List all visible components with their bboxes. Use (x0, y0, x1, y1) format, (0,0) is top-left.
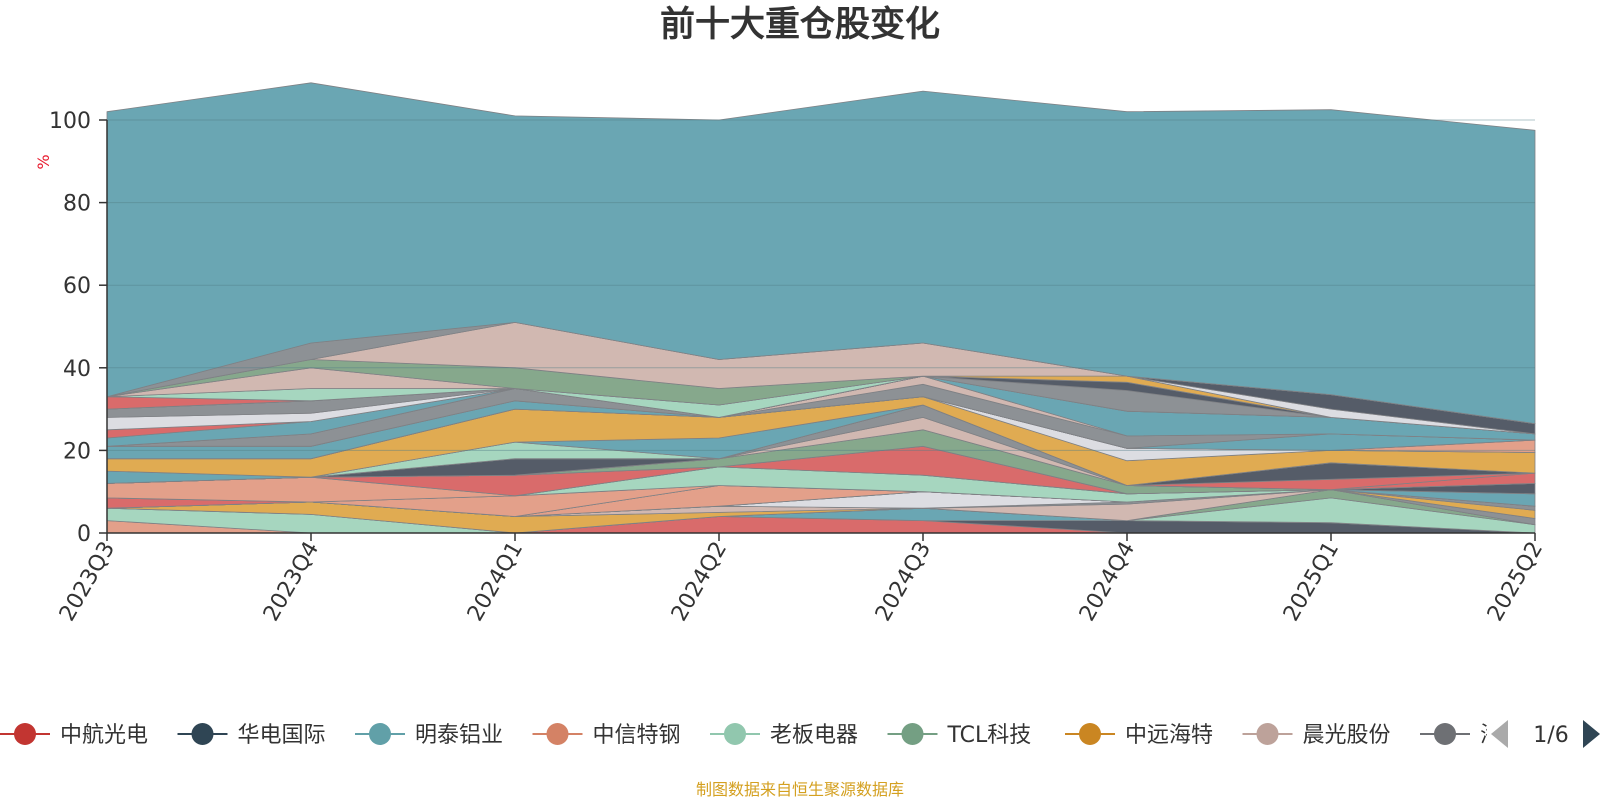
legend-prev-icon[interactable] (1491, 720, 1508, 748)
area-series-50 (106, 82, 1536, 424)
legend-marker-icon (14, 723, 36, 745)
legend-item-0[interactable]: 中航光电 (0, 723, 148, 748)
x-tick-label: 2024Q2 (667, 538, 732, 626)
x-tick-label: 2024Q3 (871, 538, 936, 626)
legend-pager: 1/6 (1491, 720, 1600, 748)
legend-label: 中远海特 (1125, 723, 1213, 748)
legend: 中航光电 华电国际 明泰铝业 中信特钢 老板电器 TCL科技 中远海特 晨光股份 海 (0, 723, 1502, 748)
legend-label: 晨光股份 (1303, 723, 1391, 748)
x-tick-label: 2025Q2 (1483, 538, 1548, 626)
grid-lines (107, 119, 1535, 451)
legend-label: 明泰铝业 (415, 723, 503, 748)
legend-label: 海 (1480, 723, 1502, 748)
y-tick-label: 40 (63, 357, 91, 382)
legend-label: 华电国际 (238, 723, 326, 748)
legend-item-3[interactable]: 中信特钢 (532, 723, 681, 748)
legend-label: TCL科技 (947, 723, 1032, 748)
y-axis-unit-label: % (34, 154, 53, 169)
legend-label: 中航光电 (60, 723, 148, 748)
legend-label: 老板电器 (770, 723, 858, 748)
legend-marker-icon (901, 723, 924, 745)
legend-item-8[interactable]: 海 (1420, 723, 1502, 748)
legend-label: 中信特钢 (593, 723, 681, 748)
legend-marker-icon (546, 723, 569, 745)
y-tick-label: 60 (63, 274, 91, 299)
y-tick-label: 20 (63, 439, 91, 464)
y-tick-label: 0 (77, 522, 91, 547)
x-tick-label: 2023Q3 (55, 538, 120, 626)
legend-item-7[interactable]: 晨光股份 (1242, 723, 1391, 748)
legend-page-indicator: 1/6 (1533, 723, 1568, 748)
y-tick-label: 80 (63, 192, 91, 217)
x-tick-label: 2023Q4 (259, 538, 324, 626)
legend-item-2[interactable]: 明泰铝业 (355, 723, 503, 748)
legend-marker-icon (1079, 723, 1101, 745)
x-tick-label: 2025Q1 (1279, 538, 1344, 626)
area-layers (106, 82, 1536, 534)
x-tick-label: 2024Q1 (463, 538, 528, 626)
legend-item-1[interactable]: 华电国际 (177, 723, 326, 748)
legend-item-4[interactable]: 老板电器 (710, 723, 858, 748)
x-tick-label: 2024Q4 (1075, 538, 1140, 626)
chart-title: 前十大重仓股变化 (660, 5, 940, 45)
legend-marker-icon (1434, 723, 1456, 745)
y-tick-label: 100 (49, 109, 91, 134)
legend-marker-icon (369, 723, 391, 745)
legend-item-6[interactable]: 中远海特 (1065, 723, 1213, 748)
legend-marker-icon (1256, 723, 1279, 745)
legend-next-icon[interactable] (1583, 720, 1600, 748)
legend-item-5[interactable]: TCL科技 (887, 723, 1032, 748)
legend-marker-icon (724, 723, 746, 745)
legend-marker-icon (191, 723, 214, 745)
data-source-note: 制图数据来自恒生聚源数据库 (696, 780, 904, 799)
